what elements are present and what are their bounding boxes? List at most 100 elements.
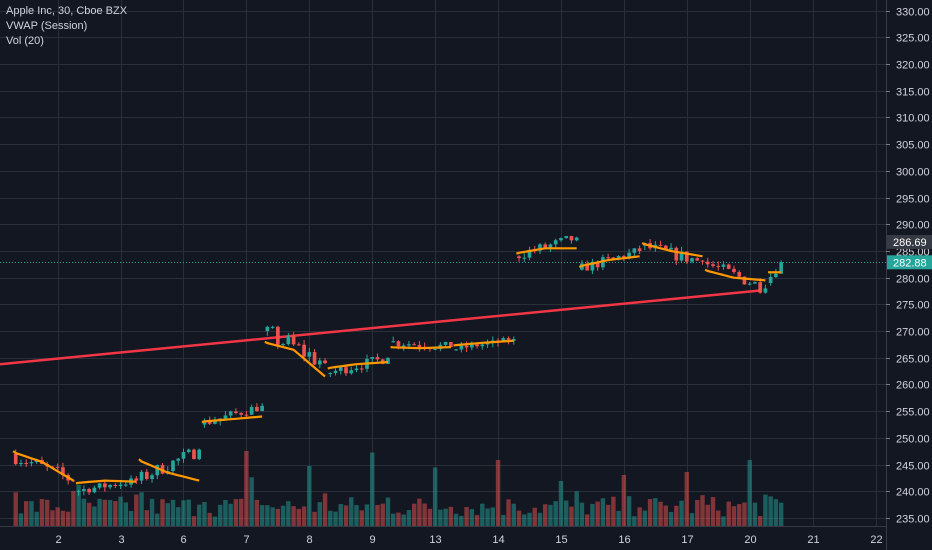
candle-body [155, 464, 160, 476]
price-axis[interactable]: 235.00 240.00 245.00 250.00 255.00 260.00 265.… [886, 7, 930, 526]
candle-body [118, 484, 123, 486]
volume-bar [752, 502, 758, 526]
candle-body [333, 370, 338, 374]
volume-bar [123, 502, 129, 526]
candle-body [291, 335, 296, 345]
volume-bar [516, 510, 522, 526]
candle-body [454, 349, 458, 351]
candle-body [197, 449, 202, 460]
candle-body [700, 260, 705, 262]
volume-bar [632, 516, 637, 526]
candle-body [779, 262, 783, 274]
volume-bar [181, 500, 186, 526]
candle-body [213, 421, 217, 424]
vwap-segment [641, 242, 703, 258]
x-tick-label: 17 [681, 534, 693, 546]
trend-line[interactable] [0, 289, 761, 366]
volume-bar [128, 511, 134, 526]
candle-body [349, 370, 354, 374]
candle-body [307, 352, 312, 357]
volume-bar [674, 505, 679, 526]
candle-body [302, 344, 306, 357]
volume-bar [390, 513, 396, 526]
volume-bar [197, 504, 202, 526]
candle-body [97, 483, 102, 488]
candle-body [590, 261, 595, 271]
candle-body [684, 251, 689, 262]
candle-body [569, 236, 574, 241]
candle-body [270, 326, 275, 328]
volume-bar [621, 475, 627, 526]
candle-body [171, 460, 175, 472]
candle-body [87, 489, 91, 493]
candle-body [449, 342, 453, 348]
vwap-segment [390, 346, 451, 350]
volume-bar [737, 504, 742, 526]
candle-body [553, 240, 558, 245]
volume-bar [522, 514, 527, 526]
legend-volume[interactable]: Vol (20) [6, 35, 44, 47]
volume-bar [432, 467, 438, 526]
vwap-segment [516, 247, 577, 255]
volume-bar [291, 506, 296, 526]
volume-bar [113, 501, 118, 526]
price-labels: 286.69 282.88 [887, 234, 932, 270]
x-tick-label: 7 [243, 534, 249, 546]
volume-bar [605, 504, 611, 526]
volume-bar [537, 512, 543, 526]
candle-body [207, 420, 212, 424]
x-tick-label: 3 [118, 534, 124, 546]
candle-body [574, 237, 579, 241]
x-tick-label: 16 [618, 534, 630, 546]
volume-bar [354, 505, 359, 526]
legend: Apple Inc, 30, Cboe BZX VWAP (Session) V… [6, 4, 127, 49]
volume-bar [742, 502, 747, 526]
volume-bar [270, 507, 275, 526]
time-axis[interactable]: 2 3 6 7 8 9 13 14 15 16 17 20 21 22 [55, 534, 882, 546]
y-tick-label: 250.00 [896, 434, 930, 446]
candle-body [228, 411, 233, 416]
volume-bar [238, 498, 244, 526]
candle-body [103, 483, 107, 488]
volume-bar [480, 503, 485, 526]
candle-body [359, 368, 364, 370]
candle-body [695, 258, 700, 261]
candle-body [296, 344, 301, 346]
candle-body [144, 471, 149, 479]
volume-bar [485, 508, 490, 526]
candle-body [559, 238, 563, 241]
y-tick-label: 300.00 [896, 167, 930, 179]
volume-bar [757, 516, 763, 526]
candle-body [223, 415, 228, 419]
volume-bar [647, 499, 653, 526]
volume-bar [359, 510, 364, 526]
candle-body [407, 344, 411, 346]
volume-bar [616, 510, 621, 526]
candle-body [29, 462, 34, 464]
candle-body [139, 471, 144, 481]
candle-body [737, 272, 742, 277]
volume-bar [626, 496, 632, 526]
vwap-segment [12, 450, 74, 482]
volume-bar [228, 503, 233, 526]
volume-bar [296, 508, 302, 526]
volume-bar [102, 499, 108, 526]
volume-bar [721, 516, 726, 526]
volume-bar [380, 503, 385, 526]
volume-bar [349, 497, 354, 526]
volume-bar [254, 499, 260, 526]
volume-bar [464, 507, 469, 526]
volume-bar [65, 511, 71, 526]
volume-bar [275, 508, 281, 526]
candle-body [585, 263, 590, 271]
legend-vwap[interactable]: VWAP (Session) [6, 20, 88, 32]
volume-bar [668, 511, 674, 526]
volume-bar [322, 493, 328, 526]
legend-symbol[interactable]: Apple Inc, 30, Cboe BZX [6, 5, 128, 17]
candle-body [386, 357, 390, 364]
candle-body [501, 338, 506, 343]
x-tick-label: 13 [429, 534, 441, 546]
volume-bar [13, 492, 18, 526]
candle-body [663, 245, 668, 250]
